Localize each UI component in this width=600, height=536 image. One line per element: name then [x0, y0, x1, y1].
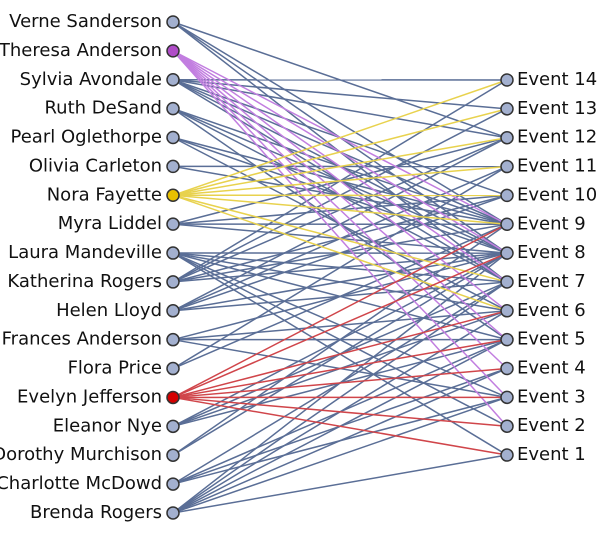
woman-label: Flora Price	[68, 358, 162, 379]
woman-node	[166, 101, 180, 116]
woman-label: Brenda Rogers	[30, 502, 162, 523]
woman-node	[166, 159, 180, 174]
woman-node	[166, 246, 180, 260]
edge	[172, 194, 508, 283]
woman-label: Nora Fayette	[47, 184, 162, 205]
event-label: Event 9	[517, 213, 586, 234]
woman-label: Myra Liddel	[58, 213, 162, 234]
woman-label: Helen Lloyd	[56, 300, 162, 321]
woman-node	[166, 130, 180, 145]
event-label: Event 3	[517, 386, 586, 407]
woman-node	[166, 332, 180, 347]
event-node	[500, 102, 514, 116]
event-node	[500, 361, 514, 376]
event-label: Event 7	[517, 271, 586, 292]
woman-label: Theresa Anderson	[0, 40, 162, 61]
event-node	[500, 159, 514, 174]
edge	[172, 338, 508, 399]
woman-node	[166, 304, 180, 318]
edge	[172, 223, 508, 399]
woman-node	[166, 390, 180, 405]
edge	[172, 367, 508, 514]
event-label: Event 4	[517, 358, 586, 379]
edge	[172, 223, 508, 456]
event-node	[500, 130, 514, 145]
woman-label: Frances Anderson	[2, 329, 162, 350]
edge	[172, 396, 508, 427]
event-label: Event 14	[517, 69, 597, 90]
woman-node	[166, 477, 180, 491]
event-label: Event 2	[517, 415, 586, 436]
edge	[172, 396, 508, 456]
edge	[172, 21, 508, 225]
event-label: Event 8	[517, 242, 586, 263]
event-label: Event 12	[517, 127, 597, 148]
event-node	[500, 419, 514, 433]
event-node	[500, 332, 514, 347]
edge	[172, 194, 508, 225]
edge	[172, 79, 508, 196]
edge	[172, 252, 508, 399]
nodes: Verne Sanderson Theresa Anderson Sylvia Av…	[0, 11, 597, 523]
event-label: Event 13	[517, 98, 597, 119]
woman-label: Olivia Carleton	[29, 155, 162, 176]
woman-label: Dorothy Murchison	[0, 444, 162, 465]
woman-label: Evelyn Jefferson	[17, 386, 162, 407]
edge	[172, 165, 508, 197]
edge	[172, 165, 508, 370]
edge	[172, 194, 508, 312]
woman-label: Charlotte McDowd	[0, 473, 162, 494]
woman-node	[166, 217, 180, 231]
woman-node	[166, 419, 180, 434]
event-node	[500, 448, 514, 462]
event-label: Event 1	[517, 444, 586, 465]
woman-node	[166, 73, 180, 87]
edge	[172, 108, 508, 197]
woman-node	[166, 506, 180, 520]
event-label: Event 11	[517, 156, 597, 177]
edge	[172, 367, 508, 399]
edge	[172, 50, 508, 398]
event-node	[500, 188, 514, 203]
edge	[172, 396, 508, 514]
event-label: Event 6	[517, 300, 586, 321]
woman-node	[166, 44, 180, 58]
woman-label: Katherina Rogers	[7, 271, 162, 292]
edge	[172, 223, 508, 370]
edge	[172, 454, 508, 514]
event-node	[500, 217, 514, 231]
edge	[172, 79, 508, 139]
event-node	[500, 304, 514, 318]
woman-label: Ruth DeSand	[44, 98, 162, 119]
edge	[172, 136, 508, 197]
edges	[172, 21, 508, 514]
woman-node	[166, 361, 180, 376]
woman-label: Eleanor Nye	[53, 415, 162, 436]
event-node	[500, 390, 514, 405]
woman-node	[166, 275, 180, 289]
woman-node	[166, 15, 180, 29]
event-node	[500, 246, 514, 260]
woman-label: Verne Sanderson	[9, 11, 162, 32]
woman-label: Laura Mandeville	[8, 242, 162, 263]
event-label: Event 5	[517, 329, 586, 350]
woman-node	[166, 448, 180, 462]
woman-node	[166, 188, 180, 203]
event-node	[500, 275, 514, 289]
event-node	[500, 73, 514, 87]
woman-label: Sylvia Avondale	[20, 69, 162, 90]
woman-label: Pearl Oglethorpe	[11, 127, 163, 148]
event-label: Event 10	[517, 184, 597, 205]
edge	[172, 310, 508, 399]
